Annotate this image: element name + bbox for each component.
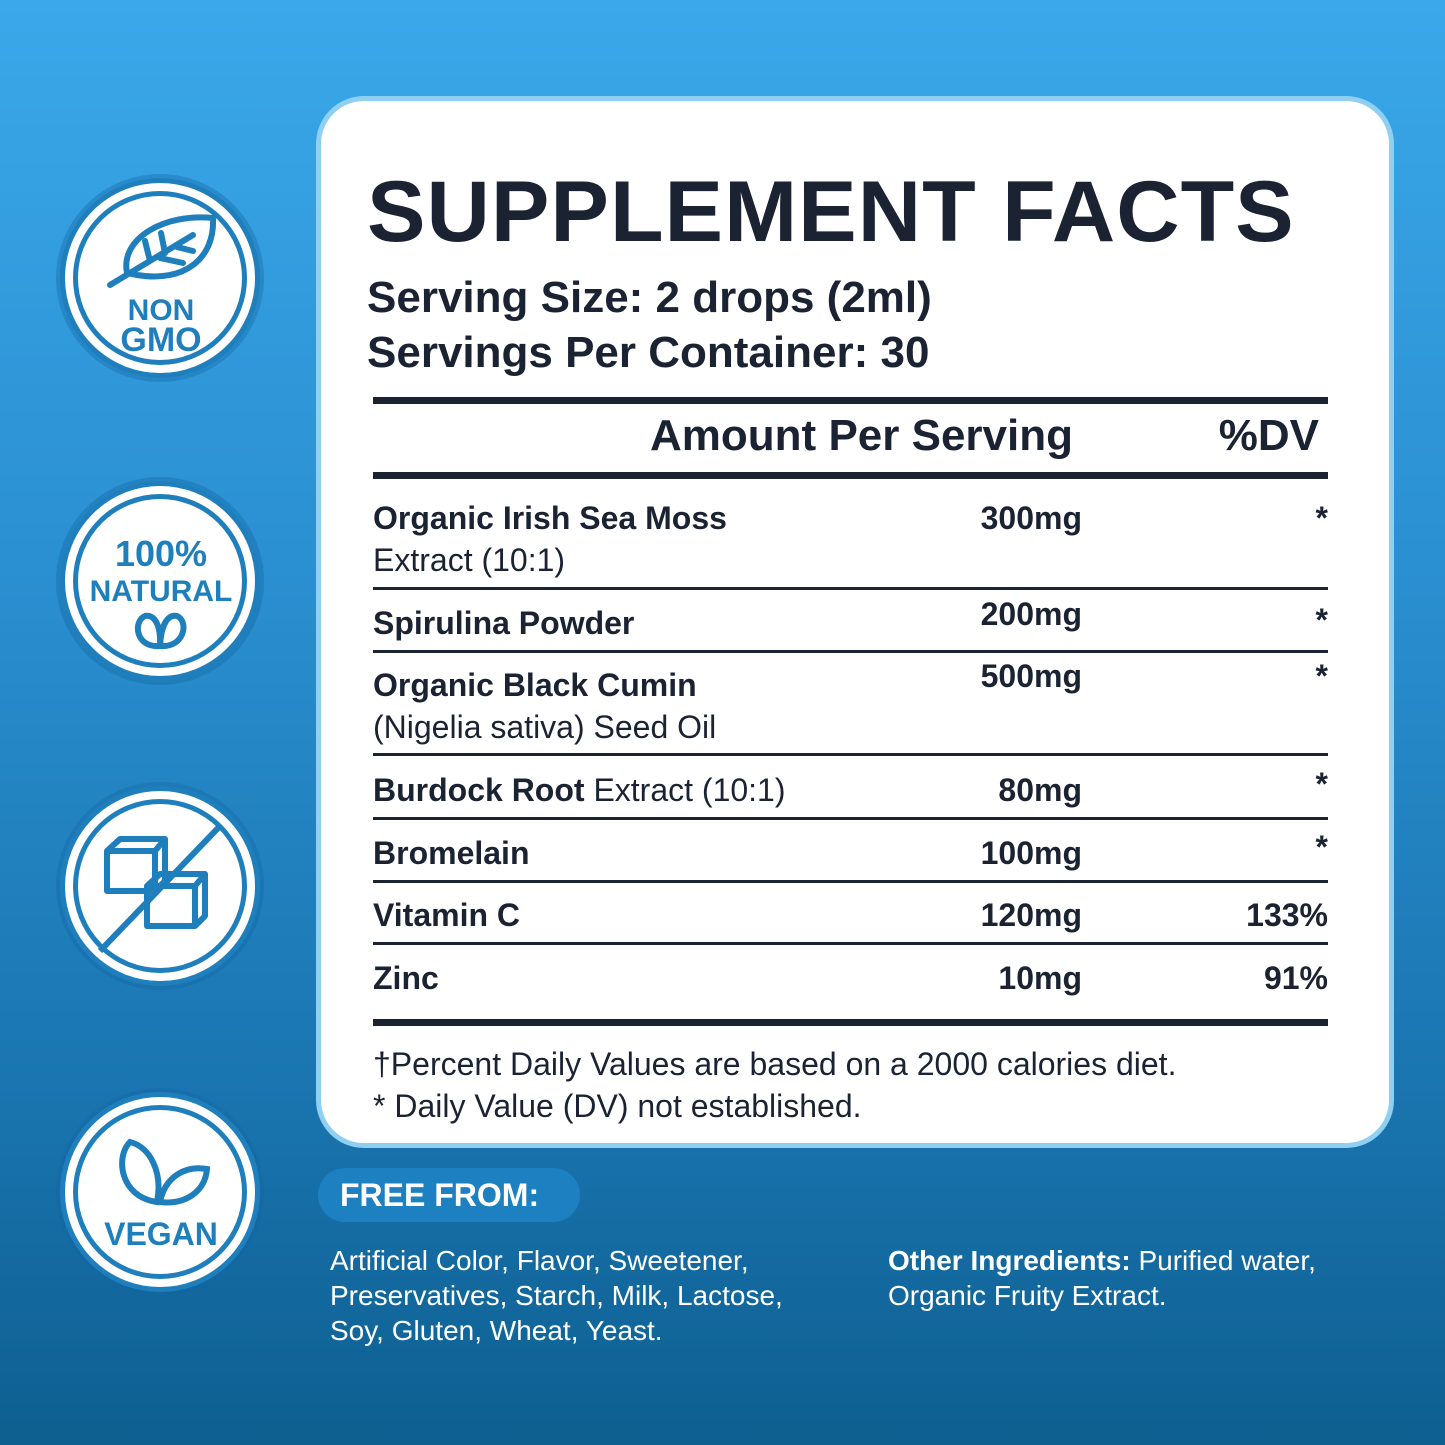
natural-badge: 100% NATURAL xyxy=(60,481,260,681)
leaves-icon: 100% NATURAL xyxy=(90,533,233,650)
no-sugar-cubes-icon xyxy=(97,823,223,954)
svg-text:VEGAN: VEGAN xyxy=(104,1216,218,1252)
svg-text:NON: NON xyxy=(128,294,195,327)
sugar-free-badge xyxy=(60,786,260,986)
divider xyxy=(373,472,1328,479)
non-gmo-badge: NON GMO xyxy=(60,178,260,378)
free-from-list: Artificial Color, Flavor, Sweetener, Pres… xyxy=(330,1245,783,1346)
amount: 120mg xyxy=(980,897,1082,933)
header-dv: %DV xyxy=(1218,411,1319,460)
vegan-badge: VEGAN xyxy=(60,1092,260,1292)
ingredient-detail: (Nigelia sativa) Seed Oil xyxy=(373,709,717,745)
serving-size: Serving Size: 2 drops (2ml) xyxy=(367,273,932,322)
ingredient-detail: Extract (10:1) xyxy=(584,772,786,808)
daily-value: * xyxy=(1315,766,1328,802)
leaf-icon: NON GMO xyxy=(107,214,217,359)
svg-text:NATURAL: NATURAL xyxy=(90,575,233,608)
ingredient-name: Burdock Root xyxy=(373,772,585,808)
footnote-not-established: * Daily Value (DV) not established. xyxy=(373,1088,862,1124)
header-amount: Amount Per Serving xyxy=(650,411,1073,460)
facts-title: SUPPLEMENT FACTS xyxy=(367,164,1295,260)
daily-value: * xyxy=(1315,500,1328,536)
ingredient-name: Zinc xyxy=(373,960,439,996)
ingredient-name: Spirulina Powder xyxy=(373,605,635,641)
divider xyxy=(373,587,1328,590)
other-ingredients-label: Other Ingredients: xyxy=(888,1245,1131,1276)
ingredient-detail: Extract (10:1) xyxy=(373,542,566,578)
daily-value: * xyxy=(1315,658,1328,694)
ingredient-name: Organic Black Cumin xyxy=(373,667,697,703)
daily-value: * xyxy=(1315,602,1328,638)
divider xyxy=(373,880,1328,883)
amount: 200mg xyxy=(980,596,1082,632)
daily-value: 133% xyxy=(1246,897,1328,933)
svg-text:100%: 100% xyxy=(115,533,207,574)
amount: 100mg xyxy=(980,835,1082,871)
free-from-label: FREE FROM: xyxy=(318,1168,580,1222)
daily-value: * xyxy=(1315,829,1328,865)
svg-text:GMO: GMO xyxy=(120,321,201,359)
ingredient-name: Bromelain xyxy=(373,835,530,871)
amount: 500mg xyxy=(980,658,1082,694)
vegan-leaves-icon: VEGAN xyxy=(104,1138,218,1252)
divider xyxy=(373,753,1328,756)
footnote-dv: †Percent Daily Values are based on a 200… xyxy=(373,1046,1177,1082)
servings-per-container: Servings Per Container: 30 xyxy=(367,328,930,377)
supplement-facts-panel: SUPPLEMENT FACTS Serving Size: 2 drops (… xyxy=(316,96,1394,1148)
divider xyxy=(373,397,1328,404)
divider xyxy=(373,1019,1328,1026)
divider xyxy=(373,650,1328,653)
ingredient-name: Organic Irish Sea Moss xyxy=(373,500,727,536)
ingredient-name: Vitamin C xyxy=(373,897,520,933)
daily-value: 91% xyxy=(1263,960,1328,996)
other-ingredients: Other Ingredients: Purified water, Organ… xyxy=(888,1245,1316,1311)
amount: 300mg xyxy=(980,500,1082,536)
amount: 80mg xyxy=(998,772,1082,808)
amount: 10mg xyxy=(998,960,1082,996)
divider xyxy=(373,817,1328,820)
divider xyxy=(373,942,1328,945)
